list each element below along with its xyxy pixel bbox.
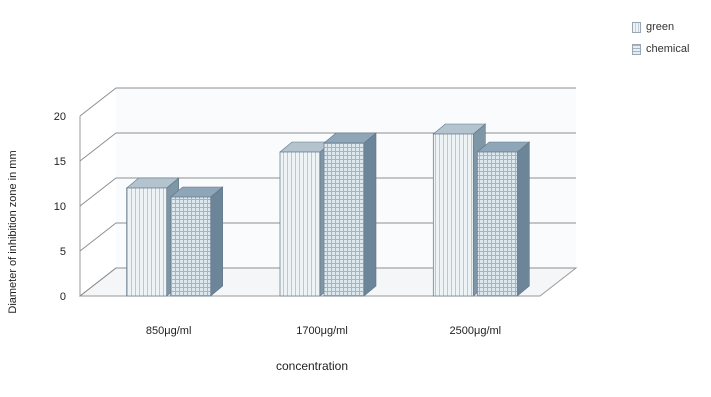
- y-tick-label: 10: [54, 201, 66, 213]
- legend-label-chemical: chemical: [646, 43, 690, 55]
- bar-group: [125, 123, 531, 297]
- y-tick-label: 0: [60, 291, 66, 303]
- y-tick-label: 20: [54, 111, 66, 123]
- gridline: [79, 87, 576, 117]
- bar-chemical-2: [476, 141, 531, 297]
- x-category-label: 2500μg/ml: [450, 325, 502, 337]
- legend-swatch-chemical: [632, 43, 641, 55]
- bar-chemical-0: [169, 186, 224, 297]
- gridline: [79, 177, 576, 207]
- legend-item-green: green: [632, 16, 689, 38]
- chart-legend: green chemical: [632, 16, 689, 60]
- legend-label-green: green: [646, 21, 675, 33]
- x-axis-title: concentration: [276, 359, 348, 373]
- x-category-labels: 850μg/ml 1700μg/ml 2500μg/ml: [146, 325, 501, 337]
- legend-swatch-green: [632, 21, 641, 33]
- x-category-label: 1700μg/ml: [296, 325, 348, 337]
- y-tick-labels: 0 5 10 15 20: [54, 111, 66, 303]
- bar-chemical-1: [323, 132, 377, 297]
- gridline: [79, 267, 576, 297]
- y-axis-title: Diameter of inhibition zone in mm: [7, 150, 19, 313]
- gridline: [79, 222, 576, 252]
- x-category-label: 850μg/ml: [146, 325, 191, 337]
- y-tick-label: 5: [60, 246, 66, 258]
- y-tick-label: 15: [54, 156, 66, 168]
- gridline: [79, 132, 576, 162]
- legend-item-chemical: chemical: [632, 38, 689, 60]
